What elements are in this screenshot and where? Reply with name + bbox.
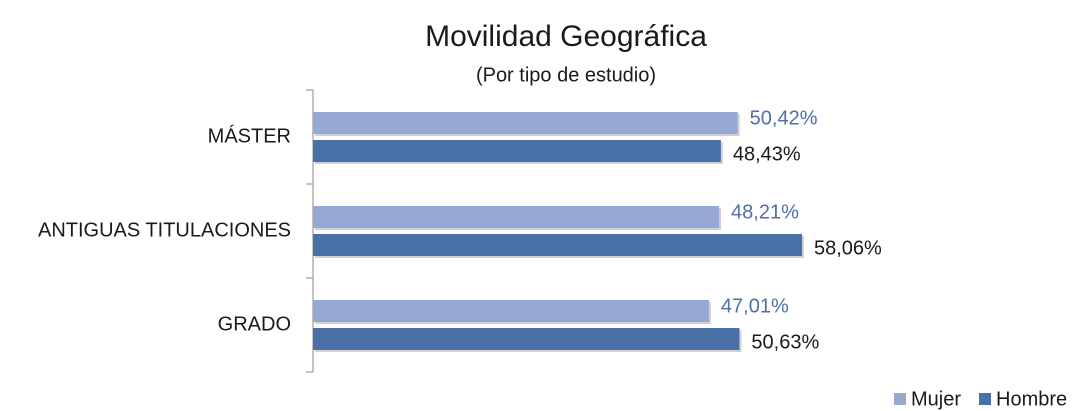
bar	[313, 300, 709, 322]
data-label: 48,21%	[731, 201, 799, 223]
legend-swatch	[979, 393, 992, 405]
legend-label: Hombre	[996, 388, 1067, 410]
data-label: 58,06%	[814, 237, 882, 259]
bar	[313, 112, 738, 134]
bar	[313, 234, 802, 256]
y-tick-label: GRADO	[218, 313, 291, 335]
data-label: 47,01%	[721, 295, 789, 317]
y-tick-label: MÁSTER	[208, 124, 291, 147]
data-label: 50,63%	[751, 331, 819, 353]
bar	[313, 206, 720, 228]
chart-title: Movilidad Geográfica	[425, 20, 707, 53]
bar	[313, 140, 721, 162]
chart-subtitle: (Por tipo de estudio)	[476, 64, 656, 86]
data-label: 48,43%	[733, 143, 801, 165]
y-tick-label: ANTIGUAS TITULACIONES	[38, 219, 291, 241]
data-label: 50,42%	[750, 107, 818, 129]
bar	[313, 328, 740, 350]
legend-swatch	[894, 393, 906, 405]
legend-label: Mujer	[911, 388, 961, 410]
